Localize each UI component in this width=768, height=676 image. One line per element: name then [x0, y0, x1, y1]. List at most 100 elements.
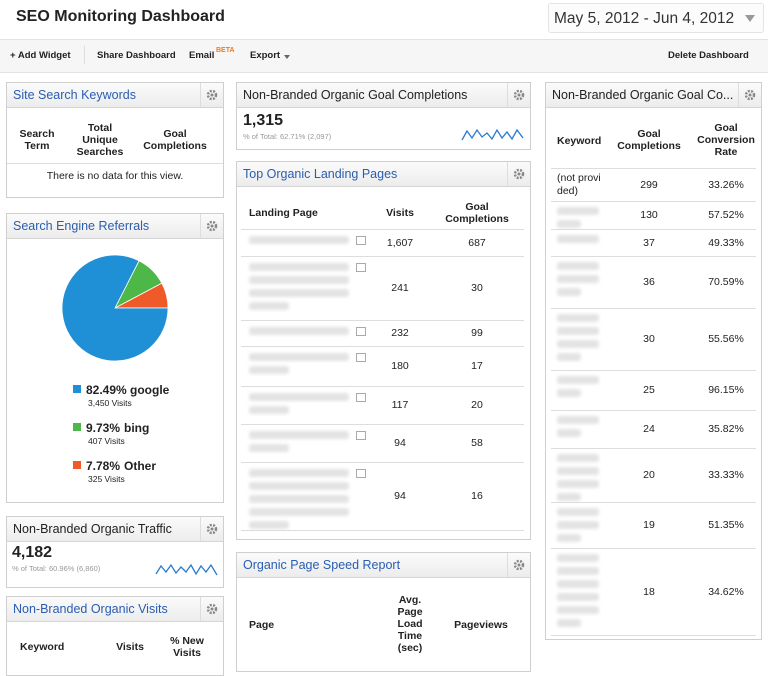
column-header: Pageviews: [454, 619, 508, 631]
legend-value: 82.49%: [86, 383, 127, 397]
table-cell: 30: [471, 282, 483, 294]
settings-button[interactable]: [507, 83, 530, 107]
table-cell: 94: [394, 437, 406, 449]
export[interactable]: Export: [250, 50, 281, 61]
blurred-keyword: [557, 619, 581, 627]
blurred-page-name: [249, 302, 289, 310]
legend-name: Other: [124, 459, 157, 473]
table-cell: 20: [643, 469, 655, 481]
external-link-icon: [356, 393, 366, 402]
dashboard-title: SEO Monitoring Dashboard: [16, 8, 225, 25]
settings-button[interactable]: [507, 553, 530, 577]
delete-dashboard[interactable]: Delete Dashboard: [668, 50, 749, 61]
row-divider: [551, 201, 756, 202]
external-link-icon: [356, 469, 366, 478]
external-link-icon: [356, 236, 366, 245]
settings-button[interactable]: [738, 83, 761, 107]
widget-title: Non-Branded Organic Goal Co...: [552, 88, 734, 102]
row-divider: [551, 410, 756, 411]
blurred-page-name: [249, 289, 349, 297]
row-divider: [551, 502, 756, 503]
column-header: Landing Page: [249, 207, 318, 219]
row-divider: [551, 229, 756, 230]
legend-visits: 3,450 Visits: [88, 398, 132, 408]
column-header: Goal Conversion Rate: [697, 122, 755, 158]
row-divider: [241, 386, 524, 387]
metric-total: % of Total: 60.96% (6,860): [12, 564, 101, 573]
blurred-keyword: [557, 480, 599, 488]
widget-title: Non-Branded Organic Traffic: [13, 522, 172, 536]
blurred-page-name: [249, 406, 289, 414]
settings-button[interactable]: [200, 597, 223, 621]
blurred-keyword: [557, 275, 599, 283]
external-link-icon: [356, 353, 366, 362]
date-picker[interactable]: May 5, 2012 - Jun 4, 2012: [548, 3, 764, 33]
row-divider: [241, 462, 524, 463]
separator: [84, 46, 85, 64]
row-divider: [241, 229, 524, 230]
row-divider: [7, 163, 223, 164]
row-divider: [551, 168, 756, 169]
table-cell: 117: [391, 399, 409, 411]
external-link-icon: [356, 327, 366, 336]
blurred-keyword: [557, 207, 599, 215]
blurred-page-name: [249, 482, 349, 490]
column-header: Search Term: [19, 128, 55, 152]
column-header: Goal Completions: [617, 128, 681, 152]
column-header: Total Unique Searches: [76, 122, 124, 158]
table-cell: 99: [471, 327, 483, 339]
page: SEO Monitoring Dashboard May 5, 2012 - J…: [0, 3, 768, 676]
add-widget[interactable]: + Add Widget: [10, 50, 71, 61]
table-cell: 180: [391, 360, 409, 372]
row-divider: [241, 256, 524, 257]
external-link-icon: [356, 263, 366, 272]
blurred-keyword: [557, 220, 581, 228]
column-header: % New Visits: [170, 635, 204, 659]
widget-header: Site Search Keywords: [7, 83, 223, 108]
settings-button[interactable]: [200, 83, 223, 107]
table-cell: 19: [643, 519, 655, 531]
external-link-icon: [356, 431, 366, 440]
table-cell: 58: [471, 437, 483, 449]
row-divider: [551, 308, 756, 309]
widget: Non-Branded Organic Traffic: [6, 516, 224, 588]
row-divider: [551, 256, 756, 257]
metric-value: 4,182: [12, 544, 53, 561]
widget: Organic Page Speed Report: [236, 552, 531, 672]
widget: Non-Branded Organic Visits: [6, 596, 224, 676]
blurred-page-name: [249, 508, 349, 516]
blurred-keyword: [557, 340, 599, 348]
blurred-keyword: [557, 416, 599, 424]
share-dashboard[interactable]: Share Dashboard: [97, 50, 176, 61]
blurred-keyword: [557, 554, 599, 562]
pie-chart: [61, 254, 169, 362]
blurred-page-name: [249, 495, 349, 503]
blurred-keyword: [557, 493, 581, 501]
widget: Non-Branded Organic Goal Co...: [545, 82, 762, 640]
row-divider: [551, 548, 756, 549]
column-header: Goal Completions: [143, 128, 207, 152]
beta-badge: BETA: [216, 47, 235, 54]
metric-total: % of Total: 62.71% (2,097): [243, 132, 332, 141]
dropdown-arrow: [745, 15, 755, 22]
email[interactable]: Email: [189, 50, 215, 61]
blurred-page-name: [249, 469, 349, 477]
legend-swatch: [73, 385, 81, 393]
export-arrow: [284, 55, 290, 59]
blurred-page-name: [249, 444, 289, 452]
table-cell: 34.62%: [708, 585, 744, 598]
table-cell: 70.59%: [708, 276, 744, 288]
column-header: Keyword: [557, 135, 602, 147]
blurred-keyword: [557, 353, 581, 361]
settings-button[interactable]: [200, 214, 223, 238]
table-cell: 35.82%: [708, 423, 744, 435]
table-cell: 18: [643, 585, 655, 598]
legend-value: 9.73%: [86, 421, 121, 435]
legend-value: 7.78%: [86, 459, 121, 473]
blurred-page-name: [249, 431, 349, 439]
settings-button[interactable]: [507, 162, 530, 186]
legend-swatch: [73, 461, 81, 469]
sparkline: [461, 128, 524, 141]
settings-button[interactable]: [200, 517, 223, 541]
widget-title: Site Search Keywords: [13, 88, 136, 102]
